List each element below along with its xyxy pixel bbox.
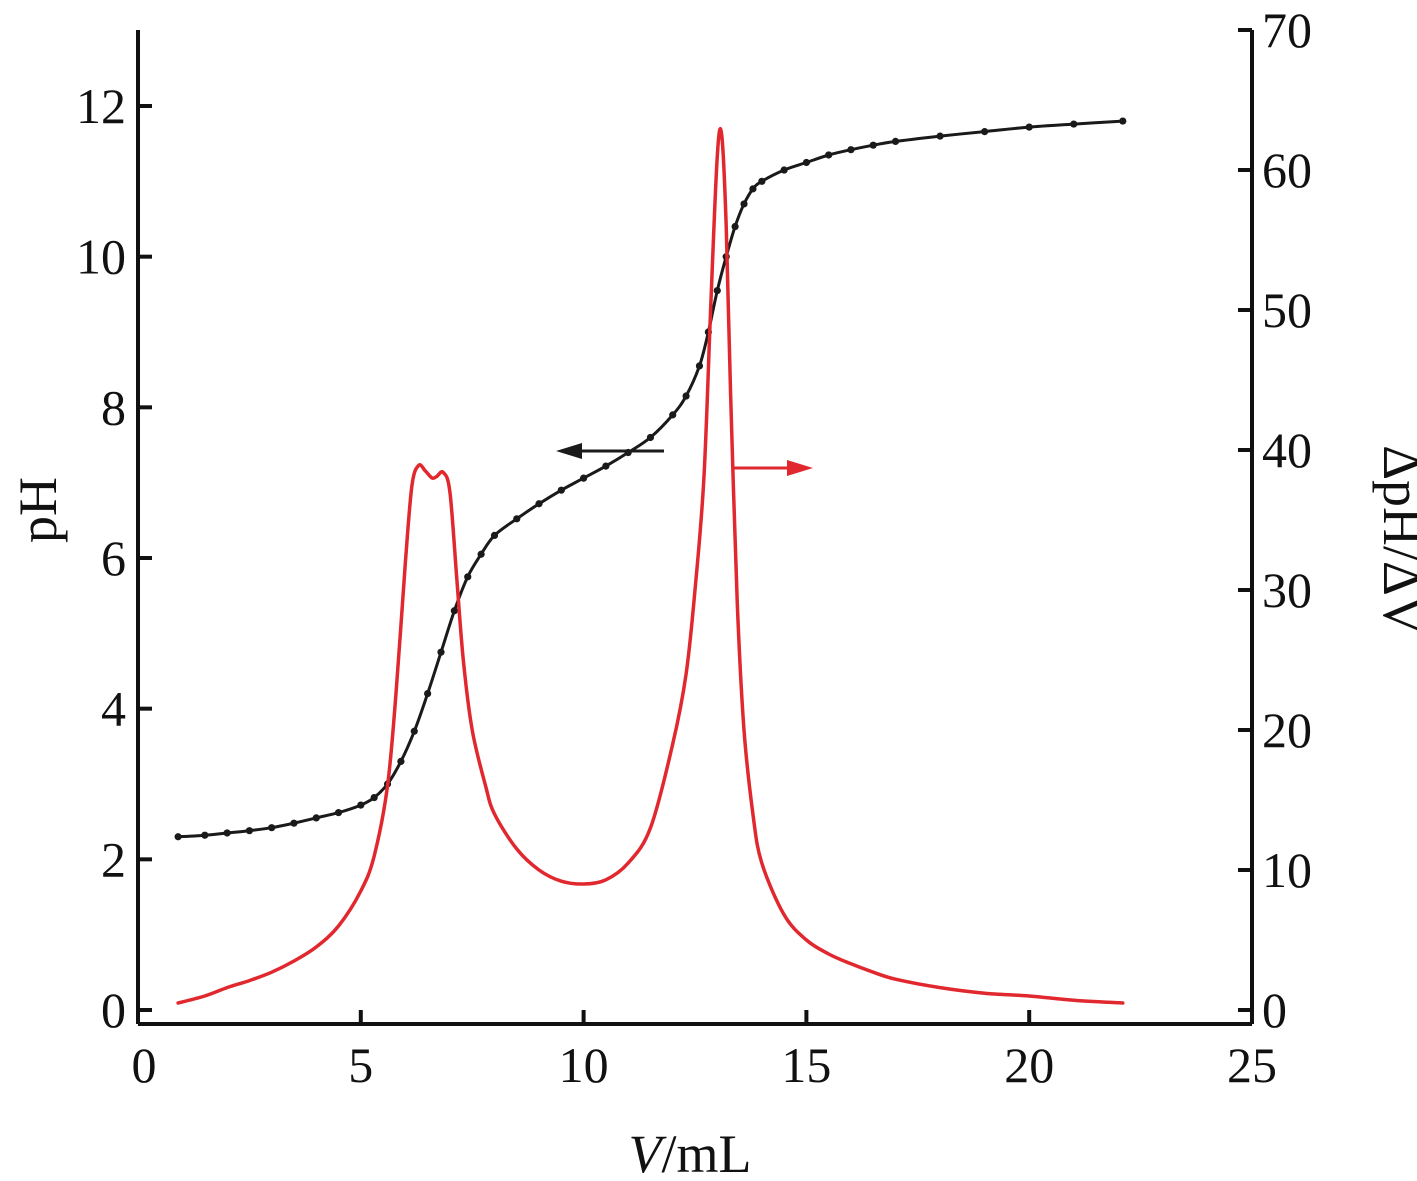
y-left-axis-title: pH xyxy=(8,477,68,543)
ph-data-point xyxy=(740,200,748,208)
ph-data-point xyxy=(437,648,445,656)
ph-data-point xyxy=(731,222,739,231)
axes xyxy=(136,30,1254,1026)
ph-data-point xyxy=(334,809,343,817)
x-tick-label: 25 xyxy=(1227,1037,1277,1093)
x-axis-title-unit: /mL xyxy=(662,1124,752,1181)
ph-data-point xyxy=(464,573,472,581)
ph-data-point xyxy=(749,185,757,193)
ph-data-point xyxy=(758,177,766,185)
ph-series xyxy=(174,117,1127,841)
ph-data-point xyxy=(223,829,231,837)
y-right-tick-label: 20 xyxy=(1262,702,1312,758)
ph-data-point xyxy=(370,793,378,802)
x-tick-label: 15 xyxy=(781,1037,831,1093)
y-right-axis-title: ΔpH/ΔV xyxy=(1372,445,1417,634)
x-axis-title-italic: V xyxy=(629,1124,668,1181)
ph-data-point xyxy=(847,146,855,154)
x-axis-title: V/mL xyxy=(629,1124,752,1181)
ph-data-point xyxy=(245,827,253,835)
ph-data-point xyxy=(450,607,458,615)
x-tick-label: 0 xyxy=(132,1037,157,1093)
ph-data-point xyxy=(891,137,900,146)
x-tick-label: 20 xyxy=(1004,1037,1054,1093)
ph-data-point xyxy=(290,819,298,827)
ph-data-point xyxy=(869,141,877,149)
ph-data-point xyxy=(936,132,944,140)
ph-data-point xyxy=(513,515,521,523)
derivative-series xyxy=(176,127,1125,1005)
y-left-tick-label: 4 xyxy=(101,681,126,737)
y-left-tick-label: 12 xyxy=(76,78,126,134)
ph-data-point xyxy=(397,757,405,766)
ph-data-point xyxy=(580,474,588,482)
y-left-tick-label: 2 xyxy=(101,831,126,887)
ph-data-point xyxy=(557,486,565,494)
annotations xyxy=(556,443,813,476)
ph-data-point xyxy=(1025,123,1033,131)
derivative-axis-arrow-head xyxy=(787,460,813,476)
y-left-tick-label: 8 xyxy=(101,379,126,435)
ph-data-point xyxy=(682,392,690,400)
y-right-tick-label: 0 xyxy=(1262,982,1287,1038)
derivative-series-line xyxy=(176,127,1125,1005)
ph-data-point xyxy=(695,362,704,370)
y-left-tick-label: 6 xyxy=(101,530,126,586)
ph-series-line xyxy=(176,119,1125,839)
y-right-tick-label: 50 xyxy=(1262,282,1312,338)
y-right-tick-label: 40 xyxy=(1262,422,1312,478)
ph-data-point xyxy=(312,814,320,822)
ph-data-point xyxy=(174,833,182,841)
x-tick-label: 5 xyxy=(348,1037,373,1093)
ph-data-point xyxy=(713,286,721,295)
ph-data-point xyxy=(669,411,677,419)
ph-data-point xyxy=(780,166,788,174)
ph-data-point xyxy=(602,462,610,470)
ph-data-point xyxy=(477,550,485,558)
ph-data-point xyxy=(357,801,365,809)
ph-data-point xyxy=(646,433,655,442)
ph-axis-arrow-head xyxy=(556,443,582,459)
series xyxy=(174,117,1127,1005)
ph-data-point xyxy=(802,158,811,167)
ph-data-point xyxy=(410,727,418,735)
y-right-tick-label: 70 xyxy=(1262,2,1312,58)
ph-data-point xyxy=(490,531,499,540)
y-right-tick-label: 10 xyxy=(1262,842,1312,898)
y-right-tick-label: 30 xyxy=(1262,562,1312,618)
y-left-tick-label: 0 xyxy=(101,982,126,1038)
ph-data-point xyxy=(1070,120,1078,128)
ph-data-point xyxy=(1119,117,1127,125)
ph-data-point xyxy=(981,128,989,136)
x-tick-label: 10 xyxy=(559,1037,609,1093)
ph-data-point xyxy=(268,824,276,832)
y-right-tick-label: 60 xyxy=(1262,142,1312,198)
ph-data-point xyxy=(535,500,543,508)
y-left-tick-label: 10 xyxy=(76,229,126,285)
ph-data-point xyxy=(825,151,833,159)
ph-data-point xyxy=(201,831,209,839)
ph-data-point xyxy=(424,690,432,698)
